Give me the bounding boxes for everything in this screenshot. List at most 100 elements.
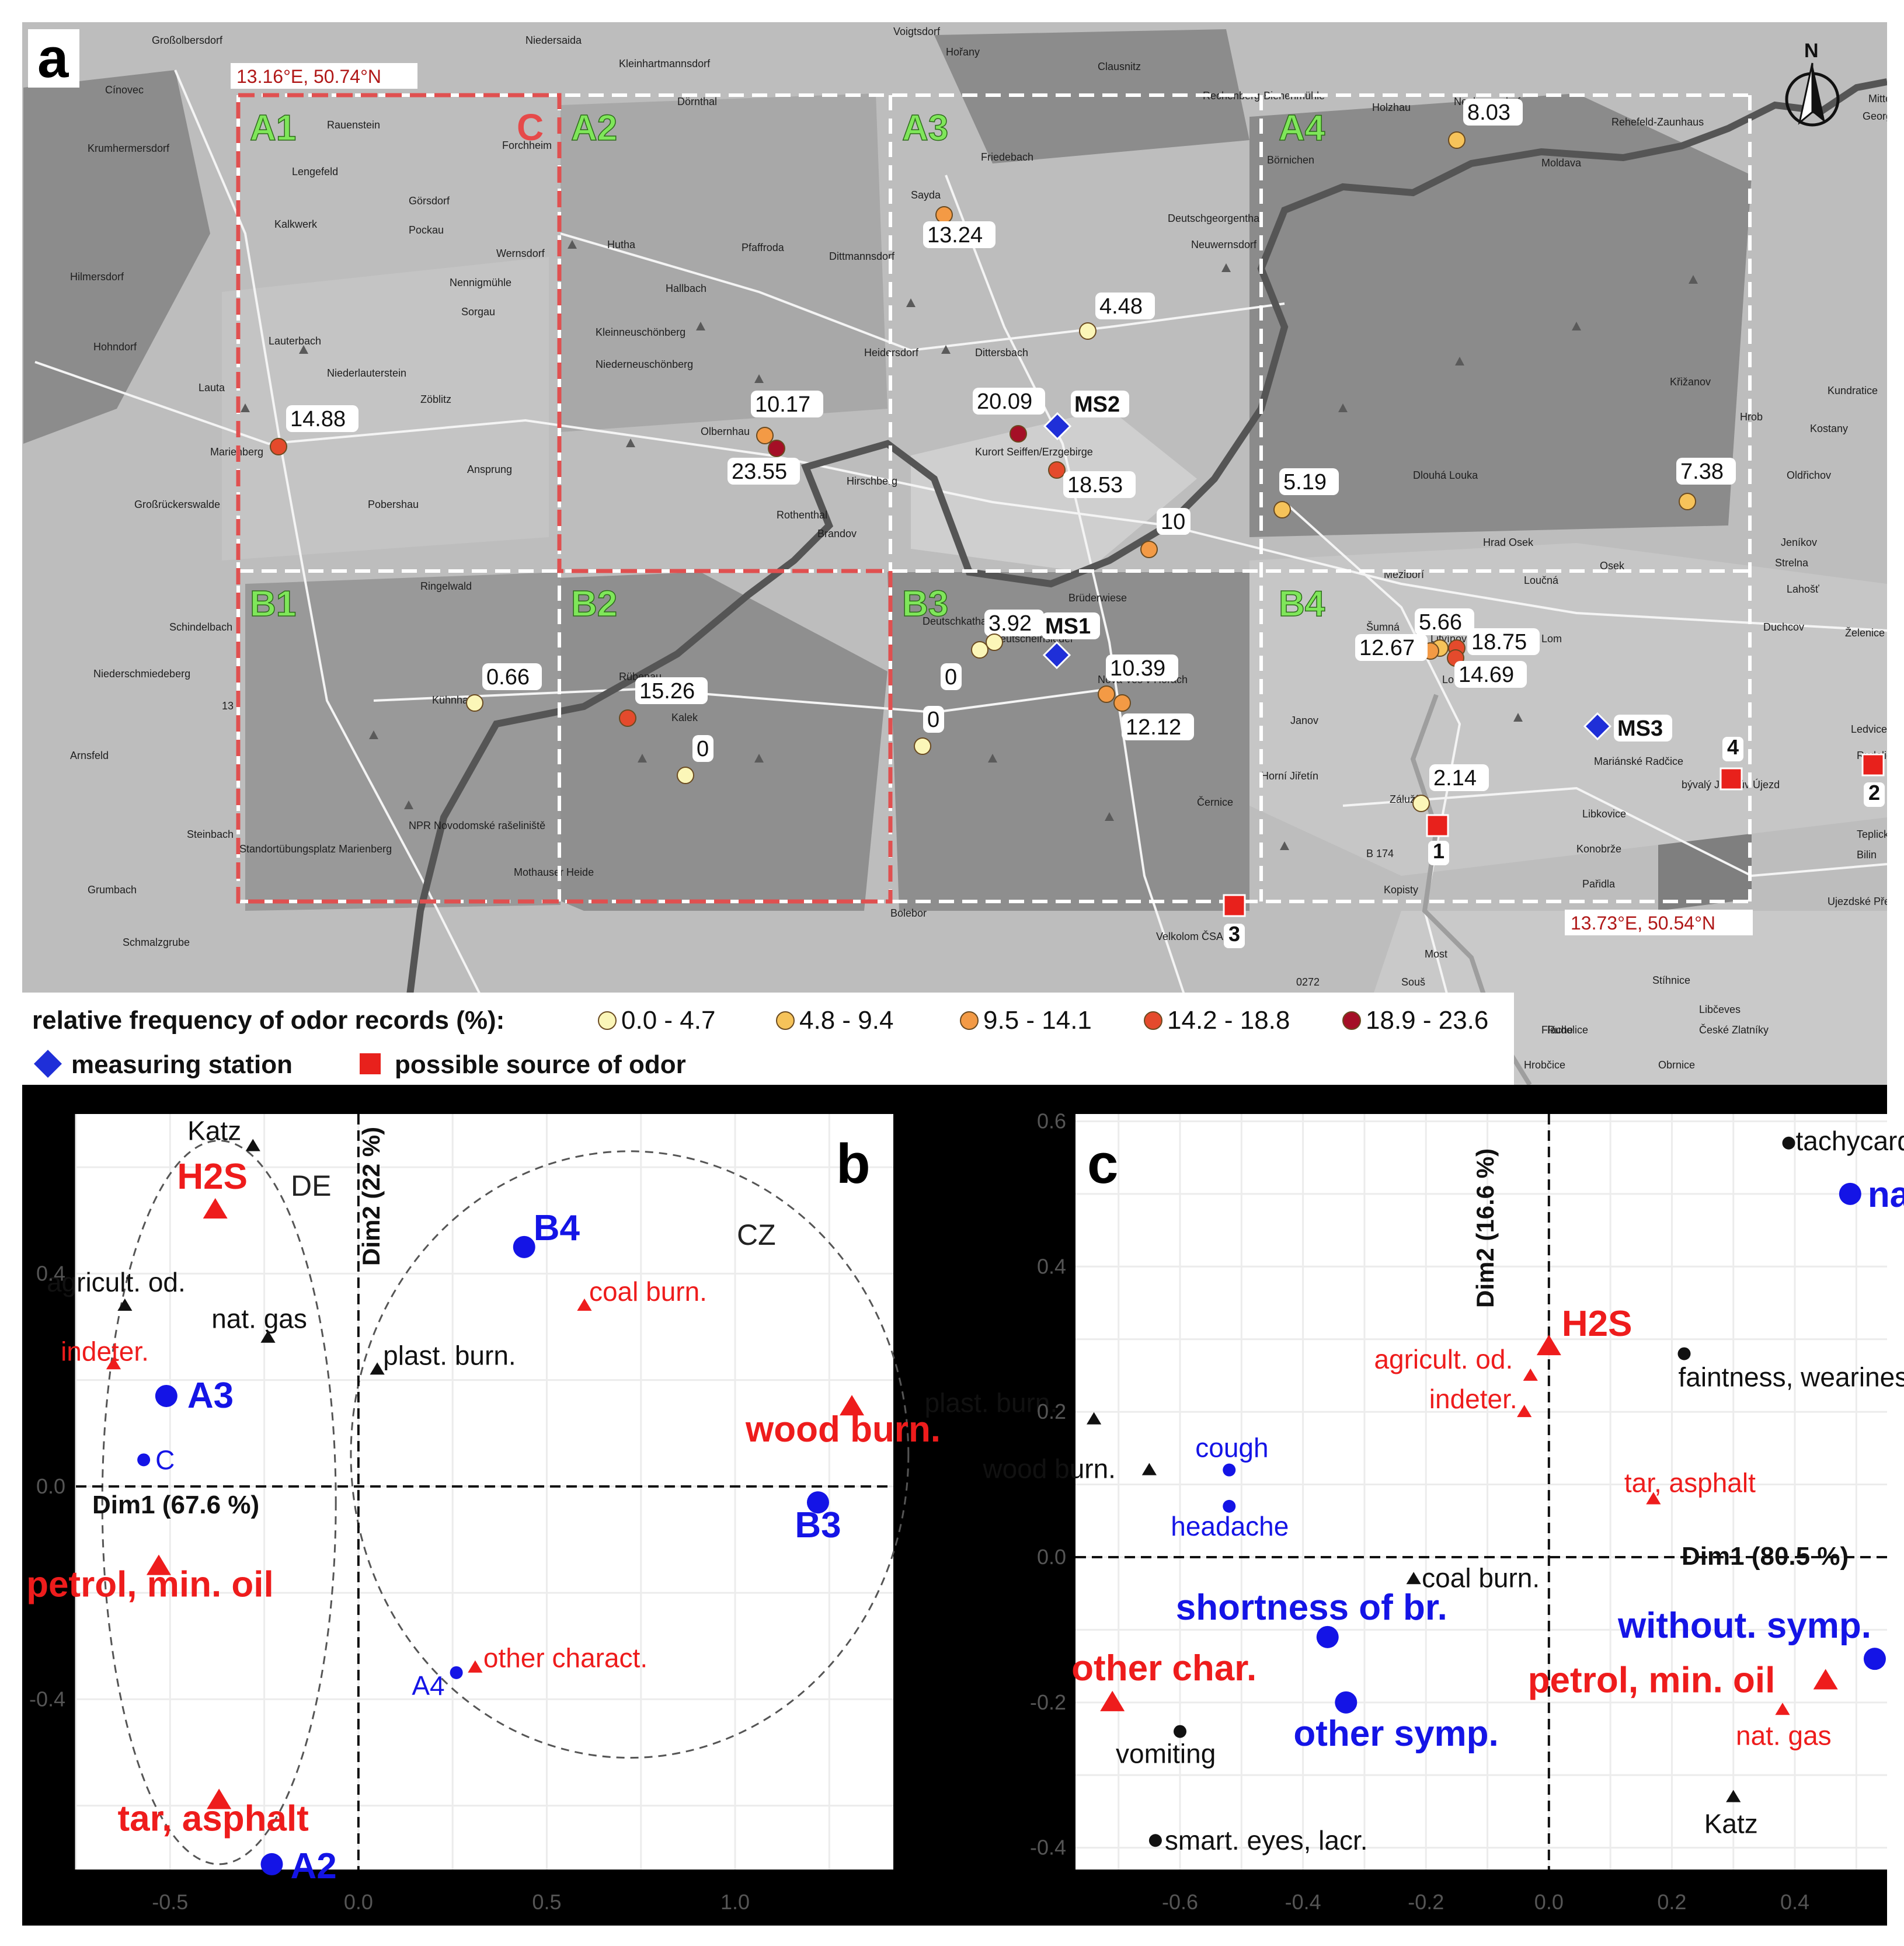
place-name: Rothenthal — [777, 509, 827, 521]
odor-point-marker — [270, 438, 287, 455]
panel-c-axes — [1075, 1114, 1887, 1870]
peak-icon — [638, 754, 647, 763]
panel-c-plot-area — [1075, 1114, 1887, 1870]
point-label-indeter: indeter. — [1429, 1384, 1517, 1414]
place-name: Hirschberg — [847, 475, 897, 487]
point-label-h2s: H2S — [1562, 1304, 1633, 1344]
odor-point-label: 10.17 — [755, 392, 810, 417]
forest-area — [561, 93, 887, 432]
odor-point-label-bg — [1429, 764, 1489, 791]
odor-point-label: 14.88 — [290, 407, 346, 431]
x-tick-label: -0.5 — [152, 1890, 188, 1914]
panel-b-tick-labels: -0.5 0.0 0.5 1.0 -0.4 0.0 0.4 — [29, 1261, 750, 1914]
point-marker-a3 — [155, 1384, 177, 1407]
place-name: Kundratice — [1828, 385, 1878, 396]
se-corner-label: 13.73°E, 50.54°N — [1571, 913, 1715, 934]
sources-layer: 1 2 3 4 — [1223, 735, 1885, 948]
point-label-coal-burn: coal burn. — [589, 1276, 707, 1307]
panel-c-y-axis-title: Dim2 (16.6 %) — [1471, 1148, 1499, 1308]
odor-source-icon — [1223, 894, 1246, 917]
odor-point-label: 23.55 — [732, 459, 787, 484]
place-name: Křižanov — [1670, 376, 1711, 388]
legend-station-icon — [34, 1050, 62, 1078]
place-name: Pařidla — [1582, 878, 1616, 890]
place-name: Niederlauterstein — [327, 367, 406, 379]
station-label-bg — [1042, 612, 1100, 639]
odor-source-icon — [1861, 753, 1885, 777]
cell-label-a3: A3 — [902, 108, 948, 148]
cell-label-b4: B4 — [1279, 584, 1325, 624]
cell-labels: A1 A2 A3 A4 B1 B2 B3 B4 — [249, 107, 1325, 625]
odor-point-marker — [1448, 131, 1466, 149]
point-label-katz: Katz — [1704, 1809, 1758, 1839]
peak-icon — [404, 800, 413, 809]
point-label-b3: B3 — [795, 1505, 841, 1545]
point-label-wood-burn: wood burn. — [745, 1409, 941, 1450]
point-label-plast-burn: plast. burn. — [925, 1388, 1058, 1418]
panel-b-x-axis-title: Dim1 (67.6 %) — [92, 1491, 259, 1519]
nw-corner-label: 13.16°E, 50.74°N — [236, 66, 381, 87]
point-label-agricult-od: agricult. od. — [47, 1267, 186, 1297]
y-tick-label: -0.4 — [1030, 1836, 1066, 1860]
panel-c-x-axis-title: Dim1 (80.5 %) — [1682, 1542, 1849, 1571]
place-name: Obrnice — [1658, 1059, 1695, 1071]
panel-c-points: tachycardia nausea H2S faintness, weariness… — [925, 1126, 1904, 1856]
place-name: Holzhau — [1372, 102, 1411, 113]
odor-point-label: 18.75 — [1471, 630, 1527, 655]
place-name: Ujezdské Předm. — [1828, 896, 1904, 907]
y-tick-label: 0.6 — [1037, 1109, 1066, 1133]
odor-point-label: 15.26 — [639, 679, 695, 704]
place-name: Brüderwiese — [1068, 592, 1127, 604]
point-label-a2: A2 — [290, 1846, 336, 1886]
odor-point-label-bg — [923, 706, 944, 733]
stations-layer: MS1 MS2 MS3 — [1042, 391, 1672, 742]
odor-point-marker — [935, 206, 953, 224]
panel-a-label: a — [37, 27, 69, 89]
odor-point-label-bg — [973, 388, 1045, 415]
point-label-petrol-min-oil: petrol, min. oil — [26, 1565, 274, 1605]
cell-label-b3: B3 — [902, 584, 948, 624]
place-name: Libčeves — [1699, 1004, 1741, 1015]
odor-point-label: 5.66 — [1419, 610, 1462, 635]
odor-point-marker — [1113, 694, 1131, 712]
y-tick-label: -0.2 — [1030, 1690, 1066, 1714]
odor-point-label: 10 — [1161, 510, 1185, 534]
peak-icon — [1572, 322, 1581, 330]
point-label-b4: B4 — [534, 1208, 580, 1248]
point-marker-petrol-min-oil — [146, 1554, 171, 1575]
point-marker-indeter — [1517, 1405, 1532, 1418]
x-tick-label: 1.0 — [720, 1890, 750, 1914]
forest-area — [1249, 93, 1752, 537]
se-corner-box — [1565, 910, 1753, 935]
place-name: Rehefeld-Zaunhaus — [1611, 116, 1704, 128]
point-label-tar-asphalt: tar, asphalt — [117, 1799, 308, 1839]
odor-point-marker — [1679, 493, 1696, 510]
legend-class-swatch — [776, 1011, 795, 1030]
point-label-petrol-min-oil: petrol, min. oil — [1528, 1660, 1776, 1701]
source-label-bg — [1224, 924, 1245, 948]
place-name: Niederschmiedeberg — [93, 668, 190, 680]
place-name: Niedersaida — [525, 34, 582, 46]
peak-icon — [1105, 812, 1114, 821]
place-name: Strelna — [1775, 557, 1809, 569]
place-name: Hořany — [946, 46, 980, 58]
place-name: Horní Jiřetín — [1261, 770, 1318, 782]
place-name: Sayda — [911, 189, 941, 201]
x-tick-label: -0.2 — [1408, 1890, 1444, 1914]
place-name: Rechenberg-Bienenmühle — [1203, 90, 1325, 102]
odor-point-label-bg — [1279, 468, 1339, 495]
station-label-bg — [1071, 391, 1129, 417]
panel-b-group-cz: CZ — [737, 1219, 776, 1251]
x-tick-label: 0.2 — [1657, 1890, 1686, 1914]
source-label-bg — [1864, 782, 1885, 807]
x-tick-label: 0.0 — [344, 1890, 373, 1914]
point-marker-h2s — [203, 1198, 228, 1219]
legend-class-label: 9.5 - 14.1 — [983, 1006, 1092, 1035]
odor-point-marker — [466, 694, 483, 712]
place-name: Záluží — [1390, 793, 1418, 805]
place-name: Dörnthal — [677, 96, 717, 107]
peak-icon — [1455, 357, 1464, 365]
place-name: Nennigmühle — [450, 277, 511, 288]
place-name: Stíhnice — [1652, 974, 1690, 986]
